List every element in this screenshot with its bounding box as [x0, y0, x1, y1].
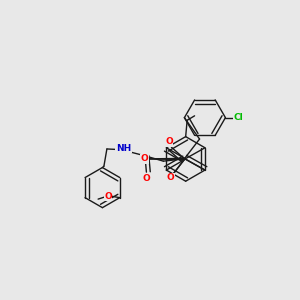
- Text: O: O: [167, 173, 174, 182]
- Text: NH: NH: [116, 144, 131, 153]
- Text: O: O: [140, 154, 148, 164]
- Text: O: O: [142, 174, 150, 183]
- Text: Cl: Cl: [233, 113, 243, 122]
- Text: O: O: [104, 192, 112, 201]
- Text: O: O: [165, 137, 173, 146]
